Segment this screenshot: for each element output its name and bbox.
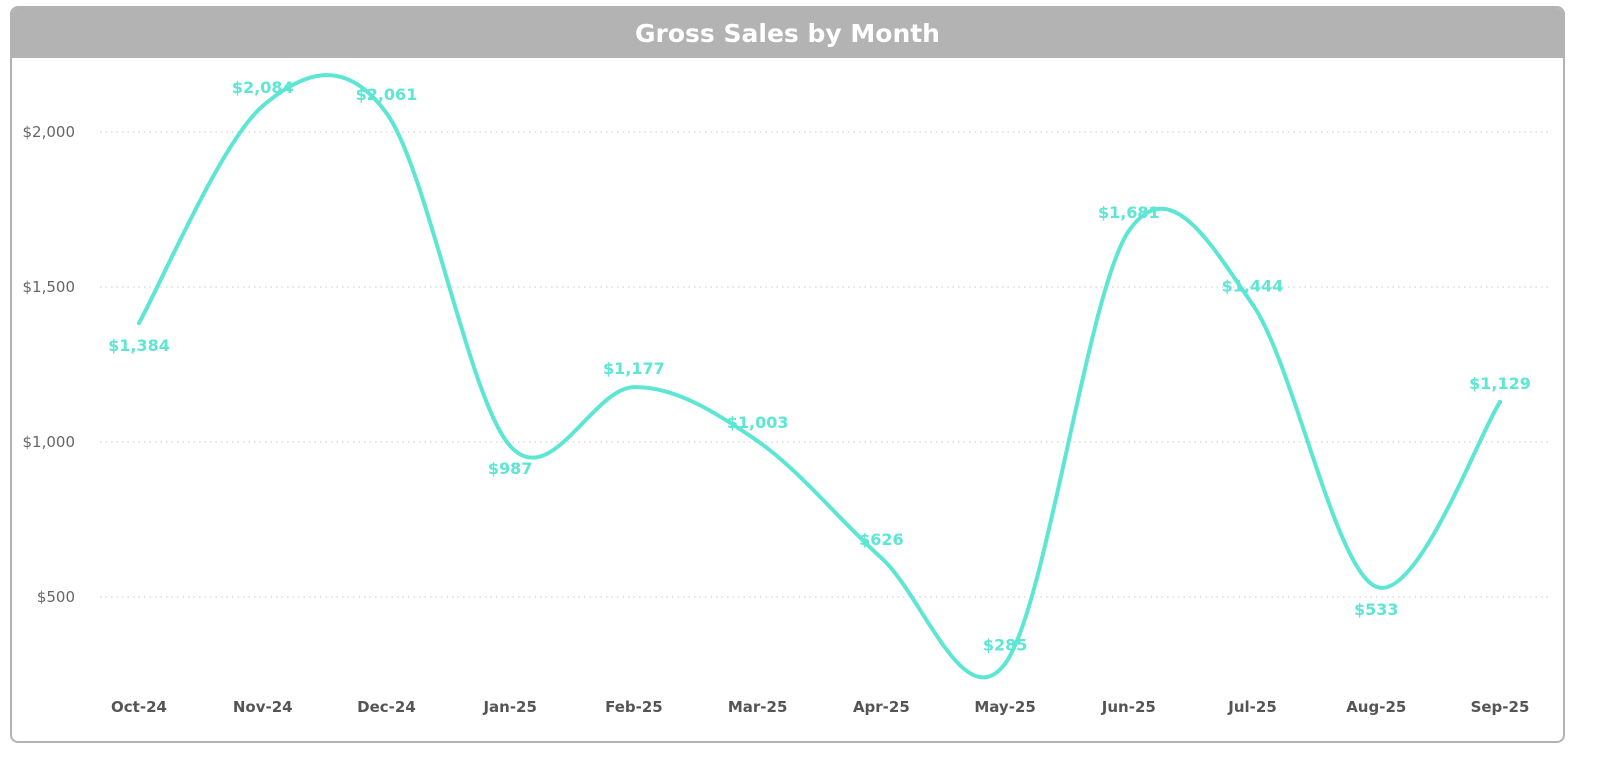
- data-point: [1003, 661, 1008, 666]
- gridlines: [100, 131, 1550, 598]
- data-label: $1,177: [603, 359, 665, 378]
- x-tick-label: Nov-24: [233, 698, 293, 716]
- series-line-layer: [137, 73, 1502, 680]
- data-label: $2,084: [232, 78, 294, 97]
- x-tick-label: Apr-25: [853, 698, 910, 716]
- data-label: $1,003: [727, 413, 789, 432]
- data-point: [879, 555, 884, 560]
- data-label: $533: [1354, 600, 1399, 619]
- data-label: $1,384: [108, 336, 170, 355]
- data-point: [1498, 400, 1502, 405]
- y-tick-label: $500: [37, 588, 75, 606]
- x-tick-label: Feb-25: [605, 698, 663, 716]
- x-axis: Oct-24 Nov-24 Dec-24 Jan-25 Feb-25 Mar-25 Apr-…: [111, 698, 1529, 716]
- data-point: [137, 320, 141, 325]
- data-point: [260, 103, 265, 108]
- data-label: $1,444: [1222, 276, 1284, 295]
- data-label: $1,681: [1098, 203, 1160, 222]
- x-tick-label: Sep-25: [1471, 698, 1530, 716]
- chart-panel: Gross Sales by Month: [10, 6, 1565, 743]
- y-tick-label: $1,500: [23, 278, 76, 296]
- data-labels: $1,384 $2,084 $2,061 $987 $1,177 $1,003 $626 $2…: [108, 78, 1531, 666]
- data-label: $987: [488, 459, 533, 478]
- x-tick-label: May-25: [974, 698, 1035, 716]
- data-point: [755, 439, 760, 444]
- data-point: [1374, 584, 1379, 589]
- data-label: $1,129: [1469, 374, 1531, 393]
- data-label: $626: [859, 530, 904, 549]
- data-point: [1126, 228, 1131, 233]
- x-tick-label: Mar-25: [728, 698, 788, 716]
- data-point: [1250, 302, 1255, 307]
- x-tick-label: Dec-24: [357, 698, 416, 716]
- x-tick-label: Oct-24: [111, 698, 167, 716]
- y-tick-label: $1,000: [23, 433, 76, 451]
- y-tick-label: $2,000: [23, 123, 76, 141]
- data-label: $2,061: [356, 85, 418, 104]
- data-point: [508, 444, 513, 449]
- x-tick-label: Jul-25: [1227, 698, 1277, 716]
- chart-title: Gross Sales by Month: [12, 8, 1563, 58]
- data-label: $285: [983, 636, 1028, 655]
- data-point: [384, 111, 389, 116]
- data-point: [631, 385, 636, 390]
- x-tick-label: Aug-25: [1346, 698, 1406, 716]
- series-line: [137, 73, 1502, 680]
- y-axis: $500 $1,000 $1,500 $2,000: [23, 123, 76, 606]
- x-tick-label: Jan-25: [482, 698, 536, 716]
- x-tick-label: Jun-25: [1101, 698, 1156, 716]
